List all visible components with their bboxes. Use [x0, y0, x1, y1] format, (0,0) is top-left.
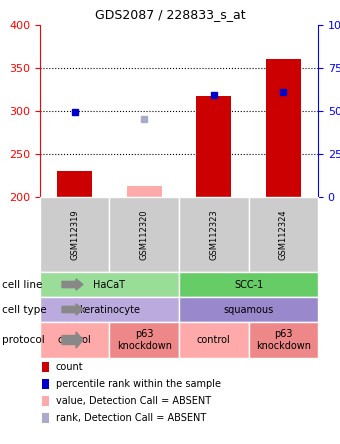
Text: control: control	[197, 335, 231, 345]
Text: GSM112320: GSM112320	[140, 209, 149, 260]
Text: squamous: squamous	[223, 305, 274, 314]
Text: GDS2087 / 228833_s_at: GDS2087 / 228833_s_at	[95, 8, 245, 21]
Text: value, Detection Call = ABSENT: value, Detection Call = ABSENT	[56, 396, 211, 406]
Text: GSM112324: GSM112324	[279, 209, 288, 260]
Text: SCC-1: SCC-1	[234, 280, 263, 289]
Text: HaCaT: HaCaT	[94, 280, 125, 289]
Text: cell line: cell line	[2, 280, 42, 289]
Text: cell type: cell type	[2, 305, 47, 314]
Text: percentile rank within the sample: percentile rank within the sample	[56, 379, 221, 389]
Text: protocol: protocol	[2, 335, 45, 345]
Bar	[197, 96, 231, 197]
Text: control: control	[58, 335, 91, 345]
Text: p63
knockdown: p63 knockdown	[117, 329, 172, 351]
Bar	[266, 59, 301, 197]
Text: keratinocyte: keratinocyte	[79, 305, 140, 314]
Text: GSM112323: GSM112323	[209, 209, 218, 260]
Bar	[127, 186, 162, 197]
Text: GSM112319: GSM112319	[70, 209, 79, 260]
Text: p63
knockdown: p63 knockdown	[256, 329, 311, 351]
Bar	[57, 171, 92, 197]
Text: count: count	[56, 362, 84, 372]
Text: rank, Detection Call = ABSENT: rank, Detection Call = ABSENT	[56, 413, 206, 423]
